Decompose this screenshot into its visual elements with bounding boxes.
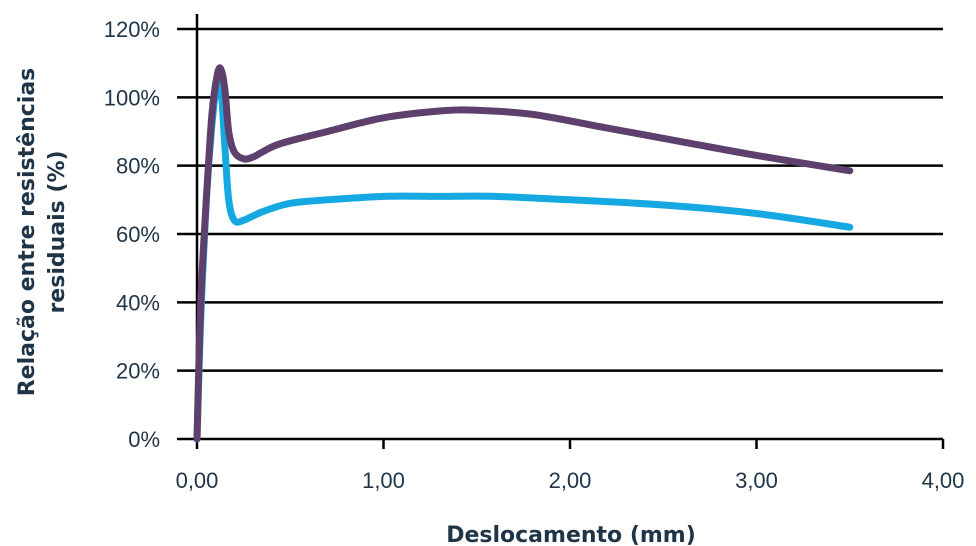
x-tick-label-1: 1,00 [362, 468, 405, 493]
axes [177, 14, 945, 449]
x-tick-label-4: 4,00 [922, 468, 965, 493]
x-tick-label-3: 3,00 [735, 468, 778, 493]
x-tick-label-0: 0,00 [176, 468, 219, 493]
grid [177, 27, 943, 372]
x-axis-title: Deslocamento (mm) [446, 523, 696, 546]
y-axis-title-line-1: Relação entre resistências [15, 68, 40, 397]
y-tick-label-5: 100% [104, 85, 160, 110]
y-tick-label-0: 0% [128, 427, 160, 452]
tick-labels: 0% 20% 40% 60% 80% 100% 120% 0,00 1,00 2,00 3,00 4,… [104, 17, 965, 493]
series [193, 64, 854, 443]
y-axis-title-line-2: residuais (%) [45, 150, 70, 313]
y-tick-label-4: 80% [116, 154, 160, 179]
x-tick-label-2: 2,00 [549, 468, 592, 493]
y-tick-label-6: 120% [104, 17, 160, 42]
series-line-2 [193, 64, 854, 443]
y-tick-label-1: 20% [116, 359, 160, 384]
y-tick-label-3: 60% [116, 222, 160, 247]
series-line-1 [193, 74, 854, 443]
y-tick-label-2: 40% [116, 290, 160, 315]
